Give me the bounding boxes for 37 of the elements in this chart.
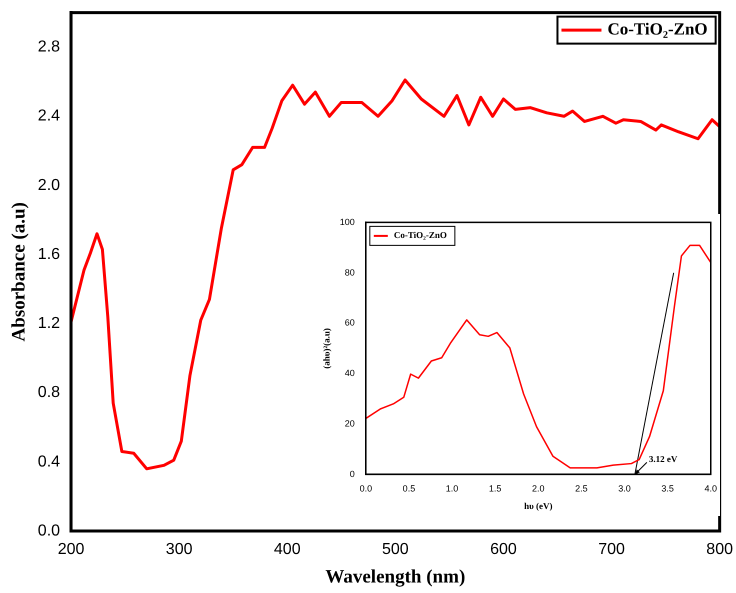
- x-tick-label: 1.0: [446, 483, 458, 494]
- x-tick-label: 200: [58, 541, 84, 558]
- x-tick-label: 500: [382, 541, 409, 558]
- x-tick-label: 3.0: [618, 483, 631, 494]
- y-tick-label: 1.6: [38, 246, 60, 263]
- x-tick-label: 0.5: [402, 483, 416, 494]
- y-tick-label: 1.2: [38, 315, 60, 332]
- y-axis-title: Absorbance (a.u): [8, 202, 30, 342]
- y-tick-label: 60: [344, 318, 355, 328]
- y-tick-label: 2.8: [38, 38, 60, 56]
- x-tick-label: 400: [274, 541, 301, 558]
- y-tick-label: 0.8: [38, 384, 60, 402]
- x-tick-label: 4.0: [704, 483, 717, 494]
- x-axis-title: hυ (eV): [524, 500, 552, 511]
- x-tick-label: 0.0: [360, 483, 372, 494]
- y-tick-label: 80: [344, 267, 355, 278]
- y-tick-label: 2.4: [38, 108, 60, 125]
- x-tick-label: 300: [166, 541, 193, 558]
- x-tick-label: 600: [490, 541, 517, 558]
- y-tick-label: 0.4: [38, 453, 60, 470]
- x-tick-label: 1.5: [488, 483, 502, 494]
- x-tick-label: 2.5: [575, 483, 588, 494]
- y-tick-label: 2.0: [38, 176, 60, 194]
- y-tick-label: 0.0: [38, 522, 60, 540]
- x-axis-title: Wavelength (nm): [325, 566, 466, 588]
- x-tick-label: 800: [706, 541, 734, 558]
- y-tick-label: 100: [340, 216, 355, 227]
- y-tick-label: 40: [344, 368, 355, 378]
- x-tick-label: 3.5: [661, 483, 674, 494]
- legend-label: Co-TiO₂-ZnO: [394, 230, 447, 240]
- legend-label: Co-TiO₂-ZnO: [607, 19, 708, 38]
- x-tick-label: 700: [598, 541, 625, 558]
- annotation: 3.12 eV: [648, 454, 678, 464]
- y-axis-title: (ahυ)²(a.u): [322, 328, 332, 369]
- y-tick-label: 20: [344, 418, 355, 428]
- x-tick-label: 2.0: [532, 483, 545, 494]
- y-tick-label: 0: [350, 468, 355, 479]
